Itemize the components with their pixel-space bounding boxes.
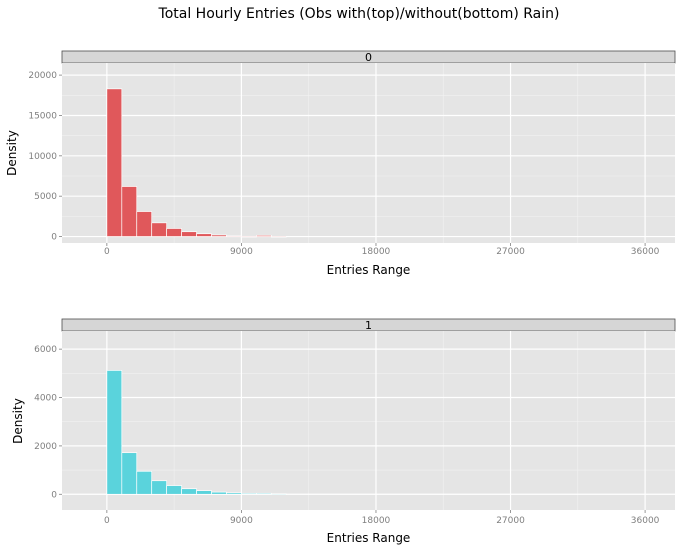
histogram-bar [151,222,168,237]
y-tick-label: 4000 [34,394,57,404]
x-axis-title-bottom: Entries Range [327,531,411,545]
y-tick-label: 20000 [28,71,57,81]
histogram-bar [270,236,287,238]
plot-background-bottom [62,331,675,510]
x-ticks-top: 0 9000 18000 27000 36000 [104,243,660,257]
histogram-bar [241,492,257,495]
histogram-bar [181,231,197,237]
histogram-bar [211,491,227,495]
y-axis-title-top: Density [5,130,19,176]
histogram-bar [226,235,242,238]
histogram-bar [256,234,272,237]
histogram-bar [151,480,168,495]
bars-top [106,88,287,238]
x-tick-label: 0 [104,516,110,526]
histogram-bar [211,234,227,237]
histogram-bar [166,485,182,495]
y-tick-label: 0 [51,233,57,243]
y-tick-label: 2000 [34,442,57,452]
y-tick-label: 5000 [34,192,57,202]
histogram-bar [226,492,242,495]
bars-bottom [106,370,287,495]
y-ticks-bottom: 0 2000 4000 6000 [34,345,62,500]
x-tick-label: 27000 [496,516,525,526]
strip-label-bottom: 1 [365,319,372,332]
histogram-bar [196,233,212,237]
chart-title: Total Hourly Entries (Obs with(top)/with… [158,6,560,22]
histogram-bar [256,492,272,495]
y-ticks-top: 0 5000 10000 15000 20000 [28,71,62,243]
histogram-bar [270,493,287,495]
panel-bottom: 1 0 2000 4000 6000 0 9000 18000 27000 36000 Ent… [11,318,676,545]
x-tick-label: 36000 [631,247,660,257]
y-axis-title-bottom: Density [11,398,25,444]
y-tick-label: 6000 [34,345,57,355]
x-tick-label: 9000 [230,247,253,257]
x-tick-label: 18000 [362,516,391,526]
x-axis-title-top: Entries Range [327,263,411,277]
histogram-bar [166,228,182,237]
y-tick-label: 0 [51,490,57,500]
histogram-bar [121,186,138,237]
histogram-bar [181,488,197,495]
y-tick-label: 15000 [28,111,57,121]
histogram-bar [136,211,153,237]
x-tick-label: 27000 [496,247,525,257]
x-tick-label: 18000 [362,247,391,257]
histogram-bar [106,88,123,237]
strip-label-top: 0 [365,51,372,64]
plot-background-top [62,63,675,243]
y-tick-label: 10000 [28,152,57,162]
histogram-bar [196,490,212,495]
x-ticks-bottom: 0 9000 18000 27000 36000 [104,510,660,526]
histogram-bar [241,235,257,238]
panel-top: 0 0 5000 10000 15000 20000 0 9000 18000 27000 36… [5,50,676,277]
x-tick-label: 0 [104,247,110,257]
histogram-bar [121,452,138,495]
x-tick-label: 36000 [631,516,660,526]
x-tick-label: 9000 [230,516,253,526]
histogram-bar [106,370,123,495]
histogram-bar [136,470,153,495]
